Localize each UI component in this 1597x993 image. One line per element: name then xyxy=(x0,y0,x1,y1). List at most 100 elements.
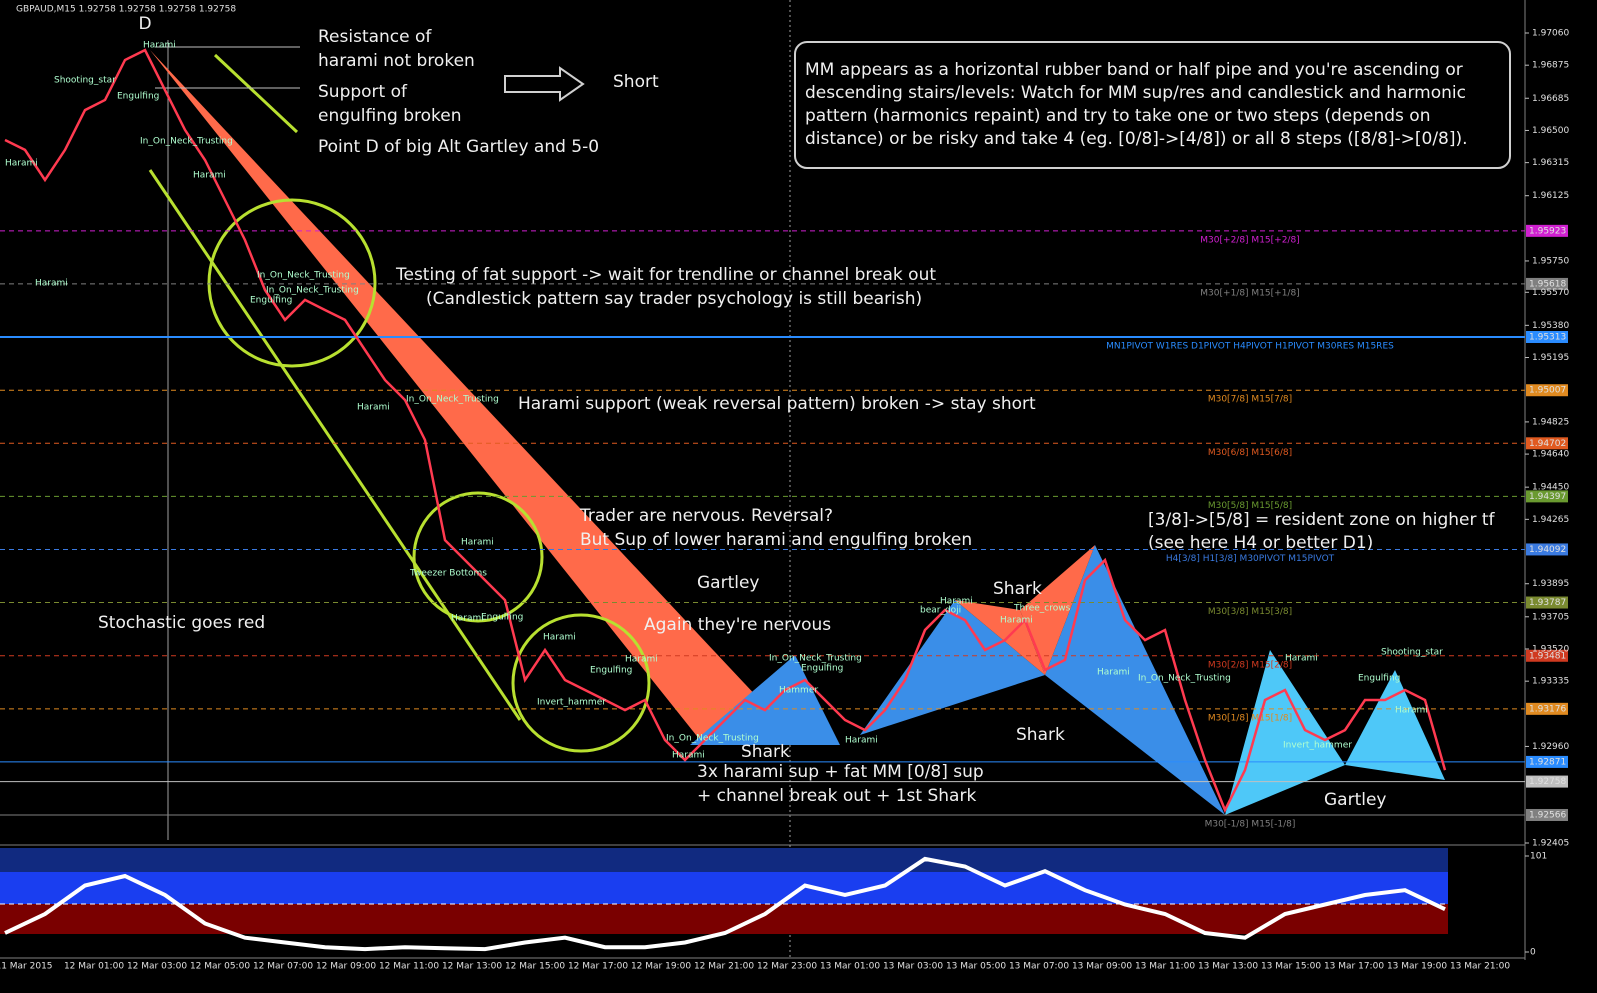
note-box xyxy=(794,41,1511,169)
annotation: Short xyxy=(613,72,659,92)
pattern-label: Harami xyxy=(193,171,226,181)
annotation: distance) or be risky and take 4 (eg. [0… xyxy=(805,129,1468,149)
mm-level-label: M30[2/8] M15[2/8] xyxy=(1208,660,1292,670)
price-box-label: 1.93176 xyxy=(1529,704,1566,714)
price-box xyxy=(1526,277,1568,290)
gartley xyxy=(1345,670,1445,780)
pattern-label: In_On_Neck_Trusting xyxy=(769,654,862,664)
price-box xyxy=(1526,437,1568,450)
annotation: But Sup of lower harami and engulfing br… xyxy=(580,530,972,550)
time-label: 13 Mar 05:00 xyxy=(946,962,1006,972)
mm-level-label: MN1PIVOT W1RES D1PIVOT H4PIVOT H1PIVOT M… xyxy=(1106,341,1394,351)
annotation: Support of xyxy=(318,82,408,102)
zone xyxy=(0,872,1448,904)
time-label: 13 Mar 19:00 xyxy=(1387,962,1447,972)
time-label: 13 Mar 21:00 xyxy=(1450,962,1510,972)
time-label: 13 Mar 17:00 xyxy=(1324,962,1384,972)
pattern-label: Harami xyxy=(357,403,390,413)
mm-level-label: M30[+1/8] M15[+1/8] xyxy=(1200,288,1299,298)
pattern-label: Harami xyxy=(672,751,705,761)
price-box-label: 1.93787 xyxy=(1529,598,1566,608)
time-label: 12 Mar 21:00 xyxy=(694,962,754,972)
price-box-label: 1.95923 xyxy=(1529,226,1566,236)
shark xyxy=(1020,545,1095,675)
time-label: 12 Mar 07:00 xyxy=(253,962,313,972)
price-tick-label: 1.96125 xyxy=(1532,191,1569,201)
pattern-label: Engulfing xyxy=(250,296,292,306)
time-label: 12 Mar 15:00 xyxy=(505,962,565,972)
annotation: Testing of fat support -> wait for trend… xyxy=(395,265,936,285)
pattern-label: Harami xyxy=(1395,706,1428,716)
pattern-label: bear_doji xyxy=(920,606,961,616)
annotation: Again they're nervous xyxy=(644,615,831,635)
time-label: 13 Mar 01:00 xyxy=(820,962,880,972)
mm-level-label: M30[-1/8] M15[-1/8] xyxy=(1205,819,1296,829)
time-label: 13 Mar 07:00 xyxy=(1009,962,1069,972)
price-box-label: 1.94397 xyxy=(1529,492,1566,502)
price-box-label: 1.95007 xyxy=(1529,386,1566,396)
annotation: Resistance of xyxy=(318,27,432,47)
price-box xyxy=(1526,224,1568,237)
shark xyxy=(860,600,1045,735)
annotation: descending stairs/levels: Watch for MM s… xyxy=(805,83,1466,103)
price-box xyxy=(1526,384,1568,397)
pattern-label: Harami xyxy=(143,41,176,51)
time-label: 13 Mar 03:00 xyxy=(883,962,943,972)
price-box xyxy=(1526,330,1568,343)
price-tick-label: 1.96875 xyxy=(1532,61,1569,71)
mm-level-label: M30[3/8] M15[3/8] xyxy=(1208,607,1292,617)
time-label: 11 Mar 2015 xyxy=(0,962,53,972)
pattern-label: Engulfing xyxy=(801,664,843,674)
pattern-label: Shooting_star xyxy=(54,76,116,86)
price-line xyxy=(4,48,1447,814)
annotation: + channel break out + 1st Shark xyxy=(697,786,976,806)
pattern-label: Harami xyxy=(5,159,38,169)
annotation: 3x harami sup + fat MM [0/8] sup xyxy=(697,762,984,782)
pattern-label: Harami xyxy=(940,597,973,607)
annotation: (Candlestick pattern say trader psycholo… xyxy=(426,289,922,309)
annotation: Gartley xyxy=(1324,790,1387,810)
pattern-label: Harami xyxy=(543,633,576,643)
price-box xyxy=(1526,596,1568,609)
gartley xyxy=(1225,650,1345,815)
circle xyxy=(207,198,377,368)
annotation: Shark xyxy=(993,579,1042,599)
price-tick-label: 1.94825 xyxy=(1532,417,1569,427)
price-box xyxy=(1526,808,1568,821)
circle xyxy=(511,613,651,753)
price-tick-label: 1.93335 xyxy=(1532,677,1569,687)
time-label: 12 Mar 11:00 xyxy=(379,962,439,972)
price-tick-label: 1.94450 xyxy=(1532,483,1569,493)
price-box-label: 1.92871 xyxy=(1529,757,1566,767)
pattern-label: In_On_Neck_Trusting xyxy=(1138,674,1231,684)
price-tick-label: 1.96500 xyxy=(1532,126,1569,136)
time-label: 12 Mar 23:00 xyxy=(757,962,817,972)
annotation: MM appears as a horizontal rubber band o… xyxy=(805,60,1463,80)
time-label: 12 Mar 19:00 xyxy=(631,962,691,972)
zone xyxy=(0,848,1448,872)
mm-level-label: M30[7/8] M15[7/8] xyxy=(1208,395,1292,405)
time-label: 13 Mar 15:00 xyxy=(1261,962,1321,972)
price-tick-label: 1.94640 xyxy=(1532,450,1569,460)
pattern-label: Harami xyxy=(451,614,484,624)
price-tick-label: 1.93895 xyxy=(1532,579,1569,589)
shark xyxy=(955,600,1045,675)
price-tick-label: 1.96315 xyxy=(1532,158,1569,168)
mm-level-label: M30[5/8] M15[5/8] xyxy=(1208,501,1292,511)
pattern-label: Harami xyxy=(35,279,68,289)
price-tick-label: 1.94265 xyxy=(1532,515,1569,525)
annotation: Stochastic goes red xyxy=(98,613,265,633)
price-tick-label: 1.92405 xyxy=(1532,839,1569,849)
pattern-label: In_On_Neck_Trusting xyxy=(666,734,759,744)
time-label: 12 Mar 13:00 xyxy=(442,962,502,972)
annotation: Gartley xyxy=(697,573,760,593)
annotation: Harami support (weak reversal pattern) b… xyxy=(518,394,1036,414)
pattern-label: In_On_Neck_Trusting xyxy=(266,286,359,296)
pattern-label: Three_crows xyxy=(1013,604,1071,614)
price-box-label: 1.94702 xyxy=(1529,439,1566,449)
price-tick-label: 1.95195 xyxy=(1532,353,1569,363)
price-tick-label: 1.96685 xyxy=(1532,94,1569,104)
price-box xyxy=(1526,755,1568,768)
time-label: 13 Mar 13:00 xyxy=(1198,962,1258,972)
